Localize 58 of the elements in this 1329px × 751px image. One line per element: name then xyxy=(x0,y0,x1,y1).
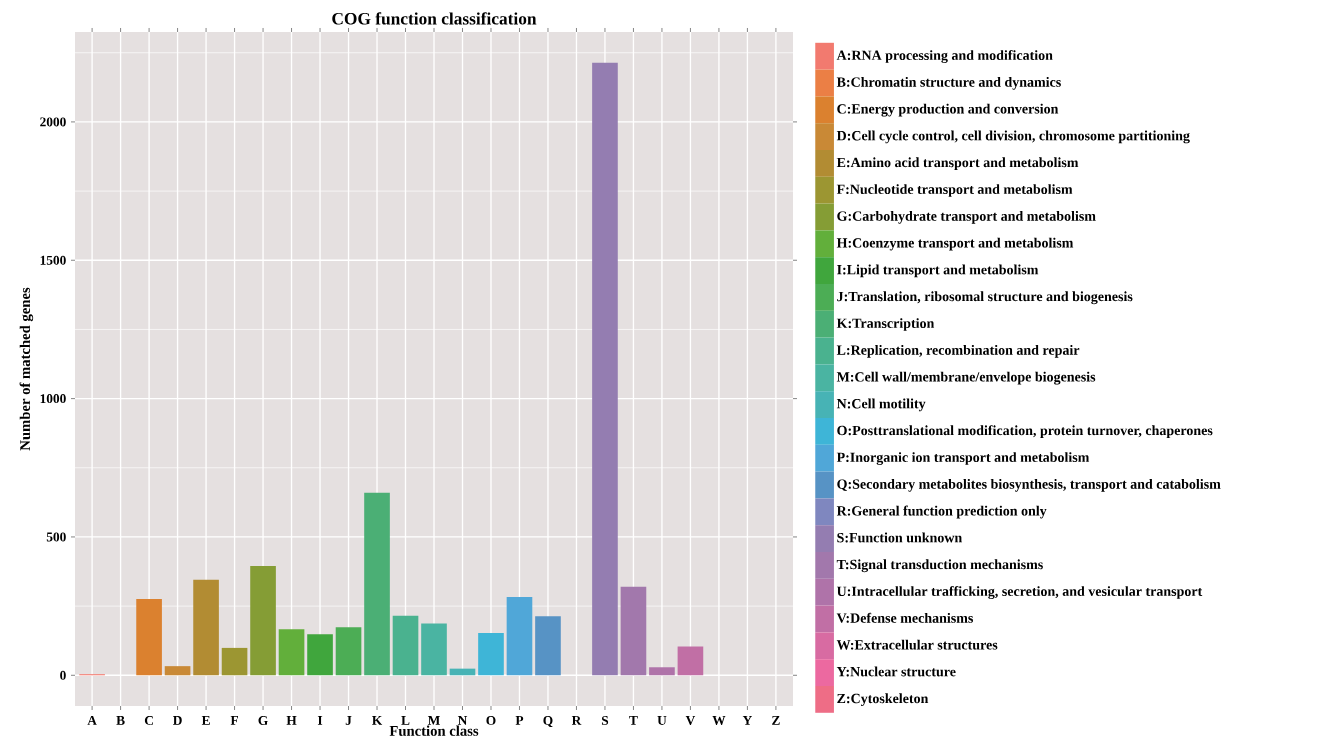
y-tick-label: 1000 xyxy=(40,394,66,404)
legend-label: W:Extracellular structures xyxy=(836,639,998,650)
y-tick-label: 1500 xyxy=(40,255,66,265)
x-tick-label: U xyxy=(657,716,667,725)
x-tick-label: G xyxy=(258,716,268,725)
x-tick-label: F xyxy=(230,716,238,725)
legend-label: S:Function unknown xyxy=(837,532,963,543)
legend-label: M:Cell wall/membrane/envelope biogenesis xyxy=(836,371,1096,385)
x-tick-label: I xyxy=(317,716,323,725)
legend-label: L:Replication, recombination and repair xyxy=(836,344,1080,358)
x-axis-title: Function class xyxy=(389,725,479,736)
x-tick-label: O xyxy=(486,716,496,725)
legend-label: A:RNA processing and modification xyxy=(836,50,1053,63)
x-tick-label: K xyxy=(372,716,383,725)
y-tick-label: 0 xyxy=(60,670,66,680)
x-tick-label: B xyxy=(116,716,125,725)
x-tick-label: A xyxy=(87,716,97,725)
legend-label: D:Cell cycle control, cell division, chromosome partitioning xyxy=(836,130,1190,144)
x-tick-label: D xyxy=(172,716,182,725)
legend-label: B:Chromatin structure and dynamics xyxy=(836,76,1061,90)
legend-label: O:Posttranslational modification, protein turnover, chaperones xyxy=(837,425,1213,439)
x-tick-label: T xyxy=(629,716,638,725)
x-tick-label: E xyxy=(201,716,210,725)
x-tick-label: R xyxy=(571,716,582,725)
legend-label: U:Intracellular trafficking, secretion, and vesicular transport xyxy=(836,586,1203,599)
legend-label: E:Amino acid transport and metabolism xyxy=(836,157,1079,171)
x-tick-label: V xyxy=(685,716,696,725)
legend-label: C:Energy production and conversion xyxy=(837,103,1059,117)
legend-label: K:Transcription xyxy=(836,318,935,331)
legend-label: P:Inorganic ion transport and metabolism xyxy=(836,452,1090,465)
legend-label: N:Cell motility xyxy=(836,398,926,412)
legend-label: T:Signal transduction mechanisms xyxy=(836,559,1043,573)
x-tick-label: P xyxy=(515,716,524,725)
x-tick-label: Z xyxy=(772,716,780,725)
x-tick-label: Y xyxy=(742,716,752,725)
x-tick-label: Q xyxy=(543,716,553,728)
legend-label: Z:Cytoskeleton xyxy=(837,693,929,707)
legend-label: F:Nucleotide transport and metabolism xyxy=(836,184,1073,197)
x-tick-label: C xyxy=(144,716,153,725)
legend-label: H:Coenzyme transport and metabolism xyxy=(836,237,1074,251)
legend-label: I:Lipid transport and metabolism xyxy=(837,264,1039,278)
legend-label: J:Translation, ribosomal structure and biogenesis xyxy=(837,291,1133,305)
x-tick-label: H xyxy=(286,716,297,725)
legend-label: V:Defense mechanisms xyxy=(836,612,973,623)
x-tick-label: L xyxy=(401,716,410,725)
y-tick-label: 2000 xyxy=(40,117,66,127)
y-tick-label: 500 xyxy=(46,532,66,542)
x-tick-label: N xyxy=(457,716,468,725)
legend-label: Y:Nuclear structure xyxy=(836,666,956,677)
x-tick-label: S xyxy=(601,716,609,725)
x-tick-label: W xyxy=(712,716,726,725)
x-tick-label: M xyxy=(427,716,440,725)
legend-label: G:Carbohydrate transport and metabolism xyxy=(837,210,1096,224)
legend-label: R:General function prediction only xyxy=(836,505,1047,519)
y-axis-title: Number of matched genes xyxy=(19,287,34,451)
chart-title: COG function classification xyxy=(332,12,537,25)
x-tick-label: J xyxy=(345,716,352,725)
legend-label: Q:Secondary metabolites biosynthesis, transport and catabolism xyxy=(837,478,1221,492)
